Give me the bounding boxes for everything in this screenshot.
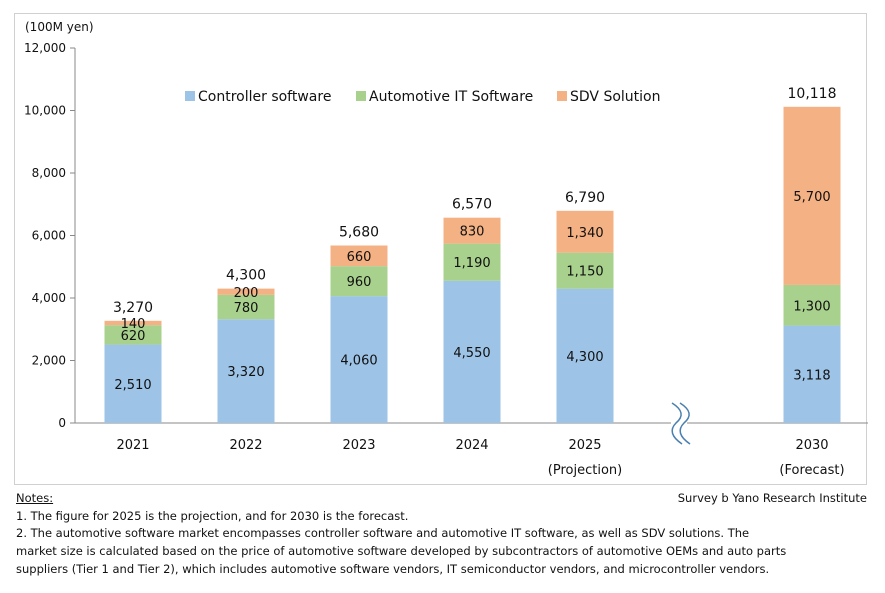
note-2-line-2: market size is calculated based on the p… — [16, 544, 787, 558]
data-label: 200 — [234, 286, 259, 301]
data-label: 1,190 — [453, 256, 490, 271]
x-tick-label: 2030 — [795, 438, 828, 453]
notes-title: Notes: — [16, 491, 54, 505]
legend-swatch — [185, 91, 195, 101]
bar-segment — [556, 210, 614, 253]
data-label: 1,150 — [566, 265, 603, 280]
bar-segment — [443, 217, 501, 244]
data-label: 1,340 — [566, 226, 603, 241]
axis-break-gap — [671, 400, 687, 448]
data-label: 1,300 — [793, 299, 830, 314]
total-label: 4,300 — [226, 268, 266, 284]
data-label: 4,300 — [566, 350, 603, 365]
y-tick-label: 4,000 — [32, 291, 66, 305]
bar-segment — [783, 106, 841, 285]
total-label: 6,790 — [565, 190, 605, 206]
data-label: 3,320 — [227, 365, 264, 380]
bar-segment — [443, 243, 501, 281]
bar-segment — [330, 296, 388, 423]
legend-label: SDV Solution — [570, 89, 660, 105]
total-label: 3,270 — [113, 300, 153, 316]
bar-segment — [556, 252, 614, 289]
legend-swatch — [557, 91, 567, 101]
legend-swatch — [356, 91, 366, 101]
data-label: 660 — [347, 250, 372, 265]
x-tick-sublabel: (Forecast) — [779, 463, 844, 478]
bar-segment — [104, 325, 162, 345]
bar-segment — [556, 288, 614, 423]
data-label: 960 — [347, 275, 372, 290]
stacked-bar-chart: 0 2,000 4,000 6,000 8,000 10,000 12,000 (100M y… — [24, 20, 868, 478]
bar-segment — [104, 344, 162, 423]
axis-break-line-right — [679, 402, 691, 445]
x-tick-label: 2021 — [116, 438, 149, 453]
data-label: 4,550 — [453, 346, 490, 361]
bar-segment — [443, 280, 501, 423]
data-label: 4,060 — [340, 354, 377, 369]
x-tick-sublabel: (Projection) — [548, 463, 622, 478]
y-tick-label: 12,000 — [24, 41, 66, 55]
y-tick-label: 0 — [58, 416, 66, 430]
total-label: 5,680 — [339, 225, 379, 241]
bar-segment — [330, 245, 388, 267]
y-tick-label: 10,000 — [24, 104, 66, 118]
data-label: 620 — [121, 329, 146, 344]
total-label: 10,118 — [788, 86, 837, 102]
note-2-line-3: suppliers (Tier 1 and Tier 2), which inc… — [16, 562, 770, 576]
chart-frame — [14, 13, 867, 485]
bar-segment — [217, 319, 275, 423]
bar-segment — [217, 294, 275, 320]
legend-label: Automotive IT Software — [369, 89, 533, 105]
y-tick-label: 6,000 — [32, 229, 66, 243]
bar-segment — [217, 288, 275, 295]
axis-break-line-left — [671, 402, 683, 445]
data-label: 3,118 — [793, 368, 830, 383]
x-tick-label: 2022 — [229, 438, 262, 453]
x-tick-label: 2025 — [568, 438, 601, 453]
data-label: 140 — [121, 317, 146, 332]
note-1: 1. The figure for 2025 is the projection… — [16, 509, 409, 523]
note-2-line-1: 2. The automotive software market encomp… — [16, 526, 750, 540]
data-label: 5,700 — [793, 190, 830, 205]
data-label: 830 — [460, 225, 485, 240]
bar-segment — [783, 325, 841, 423]
y-tick-label: 2,000 — [32, 354, 66, 368]
x-tick-label: 2024 — [455, 438, 488, 453]
data-label: 2,510 — [114, 378, 151, 393]
bar-segment — [330, 266, 388, 297]
source-credit: Survey b Yano Research Institute — [677, 491, 867, 505]
y-unit-label: (100M yen) — [25, 20, 94, 34]
x-tick-label: 2023 — [342, 438, 375, 453]
bar-segment — [104, 320, 162, 326]
y-tick-label: 8,000 — [32, 166, 66, 180]
data-label: 780 — [234, 301, 259, 316]
bar-segment — [783, 284, 841, 326]
total-label: 6,570 — [452, 197, 492, 213]
legend-label: Controller software — [198, 89, 331, 105]
